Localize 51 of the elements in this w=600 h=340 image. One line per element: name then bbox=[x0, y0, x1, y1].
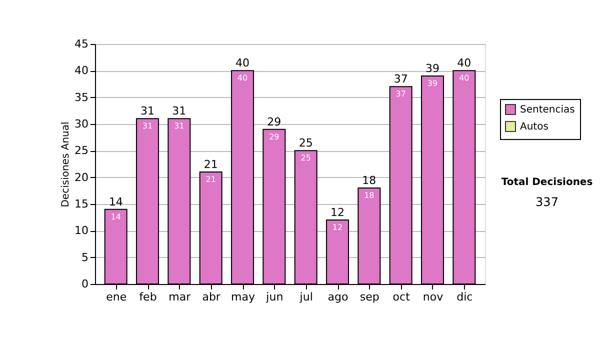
y-tick-label: 0 bbox=[82, 278, 88, 290]
data-label: 31 bbox=[142, 122, 153, 131]
x-tick-label: ago bbox=[328, 290, 348, 304]
x-tick-label: feb bbox=[139, 290, 157, 304]
total-label: 25 bbox=[298, 136, 313, 150]
x-tick-label: abr bbox=[202, 290, 221, 304]
x-tick-label: jul bbox=[298, 290, 313, 304]
data-label: 40 bbox=[459, 74, 470, 83]
x-tick-label: ene bbox=[106, 290, 127, 304]
x-tick-label: dic bbox=[456, 290, 473, 304]
x-tick-label: mar bbox=[168, 290, 192, 304]
data-label: 25 bbox=[300, 154, 311, 163]
y-tick-label: 10 bbox=[74, 224, 88, 238]
total-label: 37 bbox=[394, 72, 408, 86]
y-tick-label: 25 bbox=[74, 144, 88, 158]
total-label: 31 bbox=[140, 104, 154, 118]
total-label: 39 bbox=[426, 62, 440, 75]
data-label: 29 bbox=[269, 132, 280, 142]
data-label: 31 bbox=[174, 122, 184, 131]
x-tick-label: jun bbox=[265, 290, 284, 304]
total-label: 40 bbox=[457, 56, 472, 70]
data-label: 40 bbox=[237, 74, 248, 83]
total-label: 21 bbox=[204, 158, 218, 171]
data-label: 21 bbox=[206, 175, 216, 184]
x-tick-label: nov bbox=[422, 290, 444, 304]
total-label: 14 bbox=[108, 195, 123, 208]
y-tick-label: 5 bbox=[82, 250, 88, 264]
y-tick-label: 35 bbox=[74, 90, 88, 104]
legend-label: Sentencias bbox=[520, 104, 575, 116]
x-tick-label: sep bbox=[360, 290, 380, 304]
data-label: 39 bbox=[427, 79, 438, 88]
x-tick-label: may bbox=[231, 290, 256, 304]
text: 337 bbox=[536, 195, 558, 209]
y-tick-label: 15 bbox=[74, 198, 88, 210]
total-label: 18 bbox=[362, 174, 376, 187]
data-label: 18 bbox=[364, 191, 374, 200]
data-label: 37 bbox=[396, 90, 406, 99]
total-label: 31 bbox=[172, 104, 186, 118]
y-tick-label: 40 bbox=[74, 64, 88, 78]
text: Total Decisiones bbox=[501, 177, 593, 188]
legend-label: Autos bbox=[520, 122, 548, 132]
y-tick-label: 20 bbox=[74, 170, 88, 184]
data-label: 14 bbox=[110, 212, 121, 222]
y-tick-label: 30 bbox=[74, 118, 88, 130]
data-label: 12 bbox=[332, 223, 343, 232]
total-label: 29 bbox=[267, 115, 282, 128]
x-tick-label: oct bbox=[392, 290, 411, 304]
total-label: 12 bbox=[330, 206, 344, 219]
y-tick-label: 45 bbox=[74, 38, 88, 50]
y-axis-title: Decisiones Anual bbox=[60, 122, 72, 208]
total-label: 40 bbox=[236, 56, 250, 70]
